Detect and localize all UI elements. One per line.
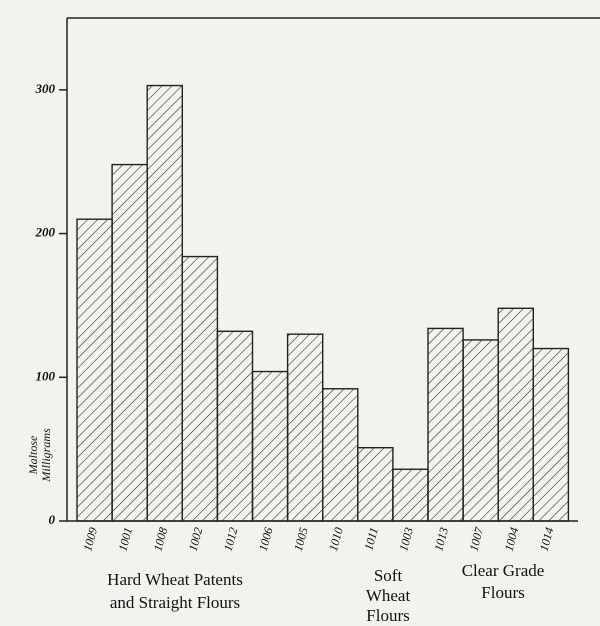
- y-tick-label: 0: [49, 512, 56, 527]
- bar: [427, 327, 464, 522]
- group-label: Hard Wheat Patents: [107, 570, 243, 589]
- x-tick-label: 1011: [361, 526, 381, 552]
- y-axis-label: Milligrams: [39, 428, 53, 483]
- x-tick-label: 1009: [80, 526, 100, 553]
- x-tick-label: 1013: [431, 526, 451, 553]
- group-label: Clear Grade: [462, 561, 545, 580]
- bar: [392, 468, 429, 522]
- bar: [322, 388, 359, 522]
- x-tick-label: 1006: [256, 526, 276, 553]
- group-label: Soft: [374, 566, 403, 585]
- bar: [286, 333, 324, 522]
- y-tick-label: 200: [35, 225, 56, 240]
- x-tick-label: 1003: [396, 526, 416, 553]
- bar: [357, 447, 394, 522]
- bar: [181, 255, 219, 522]
- group-label: Flours: [481, 583, 524, 602]
- x-tick-label: 1007: [466, 525, 486, 553]
- bar: [497, 307, 535, 522]
- bar: [76, 218, 113, 522]
- bar: [216, 330, 254, 522]
- x-tick-label: 1004: [502, 526, 522, 553]
- bar: [532, 347, 570, 522]
- group-label: and Straight Flours: [110, 593, 240, 612]
- bar: [111, 163, 148, 522]
- group-label: Flours: [366, 606, 409, 625]
- x-tick-label: 1012: [221, 526, 241, 553]
- bar: [146, 84, 183, 522]
- x-tick-label: 1008: [151, 526, 171, 553]
- bar: [462, 339, 499, 522]
- group-label: Wheat: [366, 586, 411, 605]
- y-axis-label: Maltose: [26, 435, 40, 475]
- y-tick-label: 300: [35, 81, 56, 96]
- bar: [251, 370, 289, 522]
- y-tick-label: 100: [36, 368, 56, 383]
- x-tick-label: 1001: [115, 526, 135, 553]
- x-tick-label: 1002: [186, 526, 206, 553]
- x-tick-label: 1005: [291, 526, 311, 553]
- x-tick-label: 1010: [326, 526, 346, 553]
- x-tick-label: 1014: [537, 526, 557, 553]
